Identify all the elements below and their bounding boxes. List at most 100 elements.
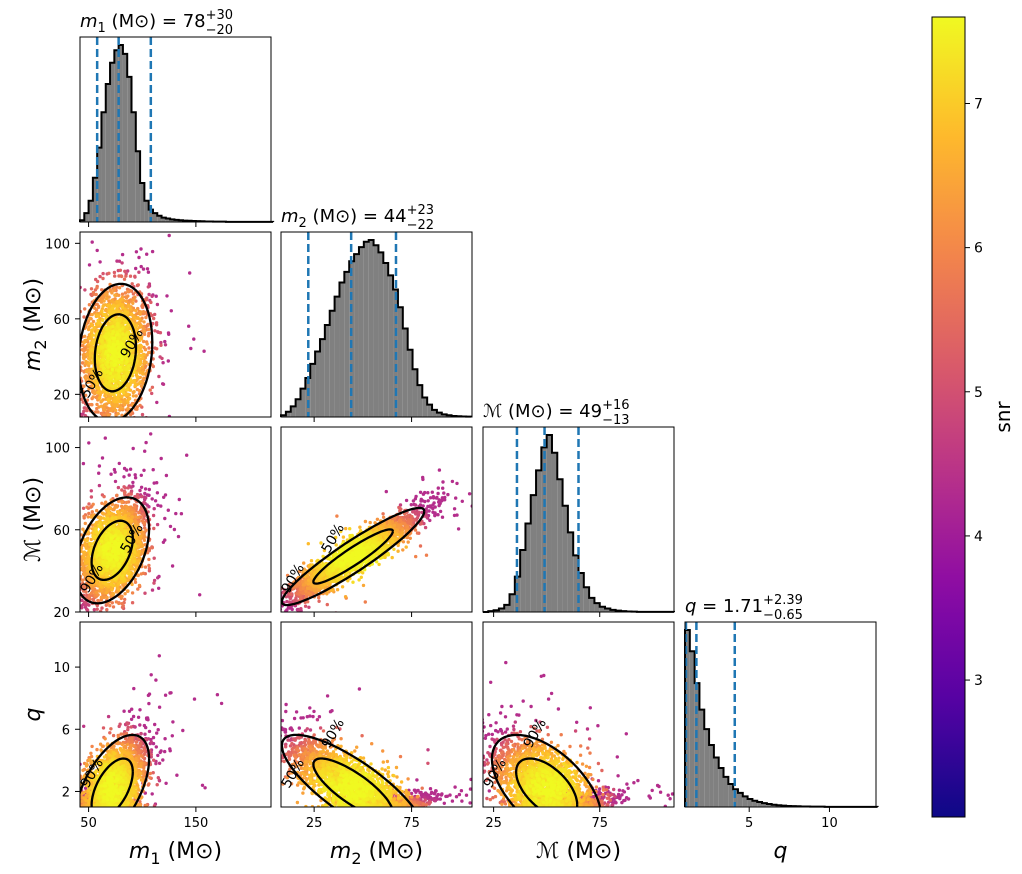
sample-point — [103, 377, 108, 381]
sample-point — [88, 357, 92, 361]
sample-point — [141, 339, 146, 344]
sample-point — [136, 283, 140, 287]
sample-point — [87, 385, 92, 389]
sample-point — [119, 354, 123, 359]
hist-bar — [324, 324, 330, 417]
sample-point — [120, 252, 125, 257]
sample-point — [110, 579, 114, 583]
sample-point — [128, 467, 133, 471]
sample-point — [179, 512, 184, 516]
sample-point — [139, 247, 143, 251]
sample-point — [76, 475, 79, 478]
sample-point — [76, 556, 79, 559]
sample-point — [147, 282, 152, 286]
sample-point — [127, 473, 131, 477]
sample-point — [99, 585, 104, 589]
sample-point — [132, 390, 136, 394]
sample-point — [96, 314, 100, 318]
sample-point — [100, 571, 104, 575]
hist-bar — [152, 213, 158, 222]
sample-point — [65, 582, 68, 585]
sample-point — [58, 574, 61, 577]
sample-point — [126, 323, 130, 327]
sample-point — [70, 401, 73, 404]
hist-bar — [417, 385, 423, 417]
sample-point — [145, 342, 149, 346]
sample-point — [74, 554, 77, 557]
sample-point — [172, 527, 177, 532]
sample-point — [89, 402, 93, 407]
sample-point — [159, 456, 163, 461]
sample-point — [76, 543, 79, 546]
sample-point — [83, 687, 86, 690]
sample-point — [84, 590, 88, 594]
sample-point — [118, 381, 122, 385]
sample-point — [90, 369, 95, 373]
sample-point — [113, 404, 118, 408]
sample-point — [85, 370, 89, 374]
sample-point — [74, 308, 77, 311]
sample-point — [71, 331, 74, 334]
sample-point — [128, 383, 132, 387]
sample-point — [100, 335, 104, 339]
sample-point — [157, 586, 161, 590]
sample-point — [198, 593, 202, 597]
sample-point — [73, 327, 76, 330]
hist-bar — [300, 388, 306, 417]
sample-point — [110, 502, 115, 507]
sample-point — [81, 527, 85, 531]
sample-point — [55, 382, 58, 385]
hist-panel-mc: ℳ (M⊙) = 49+16 −13 — [482, 398, 675, 613]
sample-point — [103, 521, 107, 525]
sample-point — [8, 600, 11, 603]
sample-point — [97, 471, 101, 475]
hist-bar — [704, 729, 710, 807]
sample-point — [142, 521, 146, 525]
sample-point — [108, 419, 111, 422]
sample-point — [111, 605, 116, 609]
sample-point — [55, 513, 58, 516]
sample-point — [68, 348, 71, 351]
sample-point — [105, 421, 108, 424]
sample-point — [112, 339, 116, 343]
sample-point — [174, 511, 178, 516]
hist-bar — [344, 271, 350, 417]
sample-point — [75, 375, 78, 378]
sample-point — [84, 359, 88, 364]
sample-point — [109, 489, 112, 492]
sample-point — [126, 512, 131, 516]
sample-point — [102, 299, 106, 303]
sample-point — [76, 537, 79, 540]
sample-point — [75, 549, 78, 552]
sample-point — [94, 590, 99, 595]
sample-point — [110, 367, 115, 372]
sample-point — [142, 320, 146, 324]
sample-point — [114, 359, 118, 363]
hist-bar — [319, 339, 325, 417]
sample-point — [114, 438, 117, 441]
sample-point — [105, 384, 109, 388]
sample-point — [56, 268, 59, 271]
sample-point — [163, 516, 167, 521]
sample-point — [75, 338, 78, 341]
sample-point — [144, 298, 149, 302]
sample-point — [134, 394, 138, 398]
sample-point — [96, 318, 100, 323]
sample-point — [166, 359, 170, 363]
sample-point — [99, 641, 102, 644]
sample-point — [107, 348, 111, 352]
sample-point — [115, 305, 119, 309]
sample-point — [96, 390, 100, 395]
sample-point — [76, 348, 79, 351]
sample-point — [71, 399, 74, 402]
hist-bar — [388, 275, 394, 417]
sample-point — [156, 576, 160, 580]
sample-point — [107, 311, 112, 315]
sample-point — [133, 316, 137, 320]
sample-point — [131, 394, 136, 398]
sample-point — [127, 419, 130, 422]
sample-point — [53, 476, 56, 479]
sample-point — [80, 560, 84, 564]
sample-point — [85, 608, 90, 612]
sample-point — [85, 505, 89, 509]
